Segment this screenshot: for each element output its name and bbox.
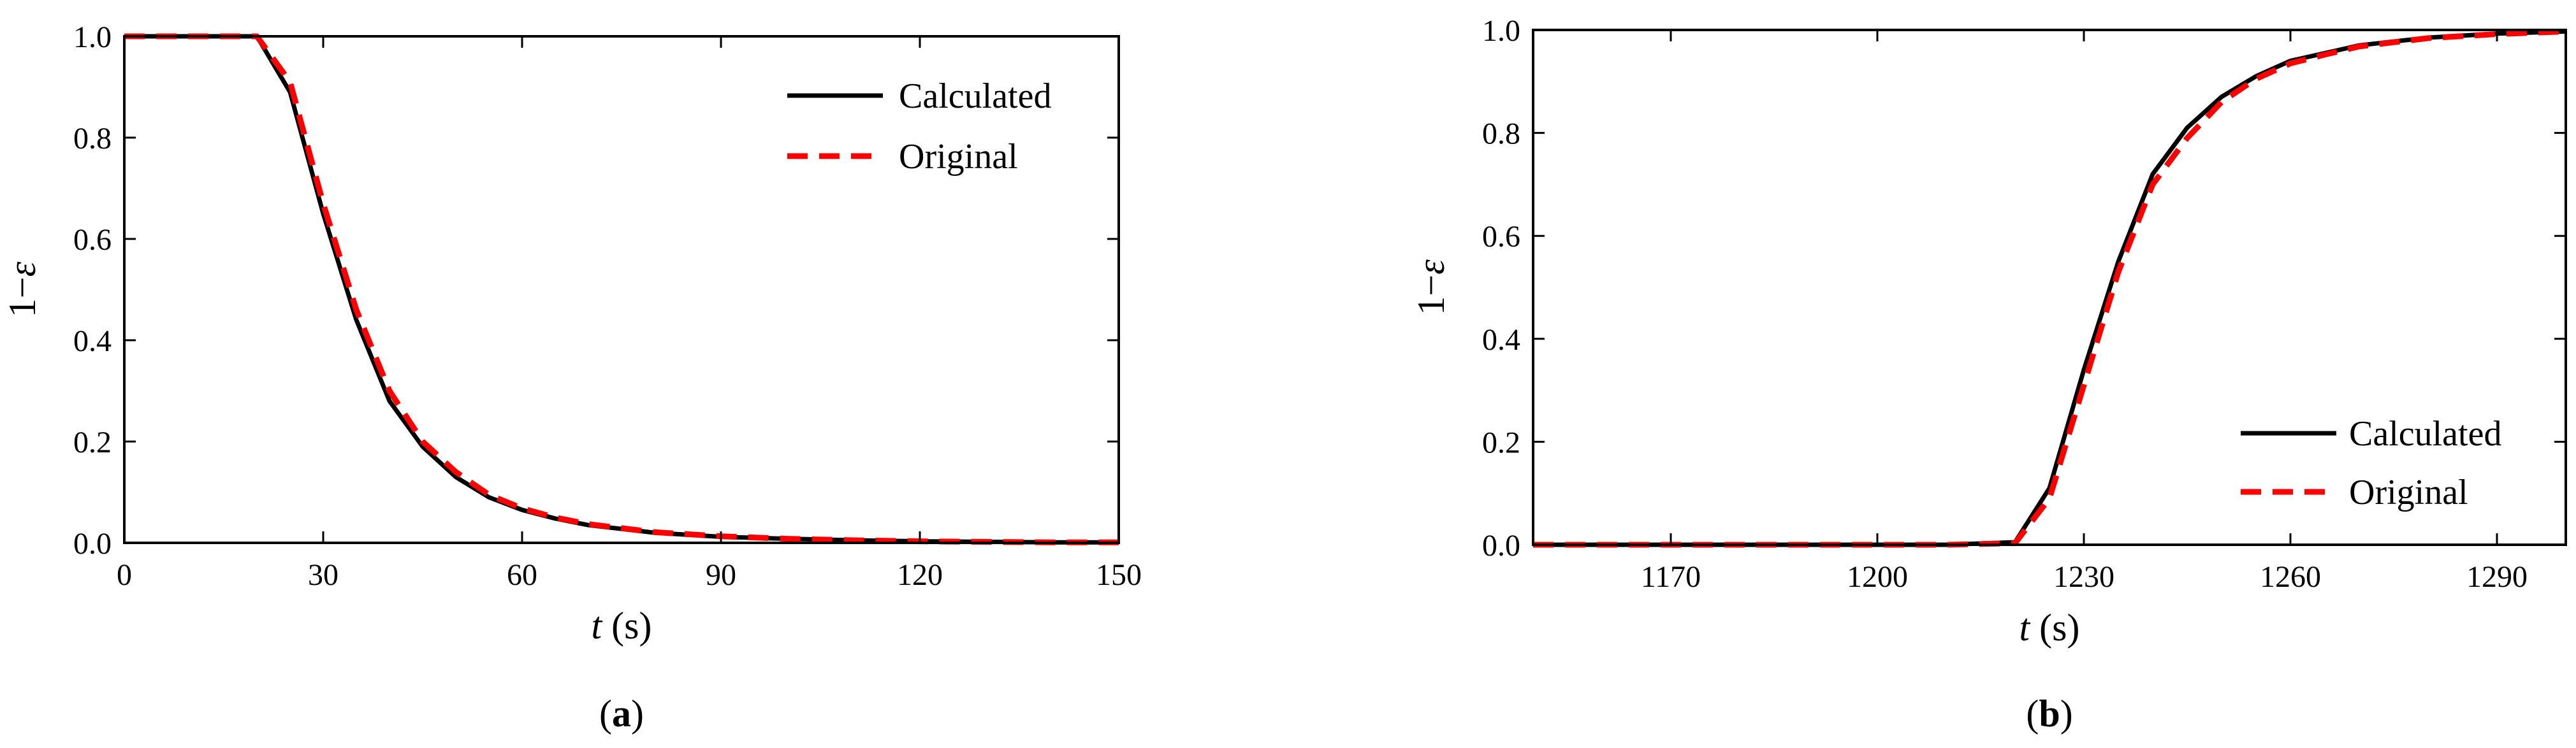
series-line-original xyxy=(124,33,1119,545)
x-axis-label-var: t xyxy=(592,605,603,647)
y-tick-label: 0.8 xyxy=(1482,117,1520,151)
legend: Calculated Original xyxy=(2241,414,2501,512)
x-tick-label: 60 xyxy=(507,558,537,592)
panel-label: (a) xyxy=(599,693,644,735)
x-tick-label: 120 xyxy=(897,558,943,592)
legend-label-original: Original xyxy=(899,137,1018,176)
x-axis-label-var: t xyxy=(2019,607,2031,649)
y-tick-label: 0.2 xyxy=(1482,426,1520,459)
series-line-calculated xyxy=(1533,29,2566,547)
plot-frame xyxy=(1532,29,2567,546)
x-tick-label: 1170 xyxy=(1641,560,1701,594)
y-tick-label: 0.4 xyxy=(73,324,112,358)
y-tick-label: 0.6 xyxy=(73,223,112,257)
chart-panel-b: 1170 1200 1230 1260 1290 0.0 0.2 0.4 0.6 0.8 1.0 t … xyxy=(1410,14,2567,735)
panel-letter: b xyxy=(2039,693,2060,735)
y-axis-label-prefix: 1− xyxy=(1410,275,1452,315)
x-tick-label: 0 xyxy=(117,558,132,592)
series-line-original xyxy=(1533,28,2566,548)
panel-label: (b) xyxy=(2026,693,2072,735)
x-tick-label: 90 xyxy=(706,558,736,592)
y-tick-label: 1.0 xyxy=(73,20,112,54)
y-axis-label: 1−ε xyxy=(1,261,43,317)
chart-panel-a: 0 30 60 90 120 150 0.0 0.2 0.4 0.6 0.8 1.0 t (s) 1−ε C… xyxy=(1,20,1142,735)
y-tick-label: 0.0 xyxy=(1482,529,1520,563)
plot-frame xyxy=(123,35,1120,544)
x-axis-label: t (s) xyxy=(592,605,652,647)
y-axis-label-prefix: 1− xyxy=(1,277,43,317)
y-axis-label-var: ε xyxy=(1410,259,1452,275)
y-axis-label: 1−ε xyxy=(1410,259,1452,315)
y-tick-label: 0.4 xyxy=(1482,323,1520,357)
x-tick-label: 1290 xyxy=(2466,560,2528,594)
x-axis-label: t (s) xyxy=(2019,607,2080,649)
x-axis-label-unit: (s) xyxy=(2030,607,2079,649)
y-tick-label: 1.0 xyxy=(1482,14,1520,48)
legend-label-original: Original xyxy=(2349,473,2468,512)
y-tick-label: 0.0 xyxy=(73,527,112,561)
x-tick-label: 1200 xyxy=(1847,560,1908,594)
legend-label-calculated: Calculated xyxy=(2349,414,2501,454)
legend: Calculated Original xyxy=(787,76,1051,176)
y-axis-label-var: ε xyxy=(1,261,43,277)
y-tick-label: 0.8 xyxy=(73,122,112,155)
y-tick-label: 0.2 xyxy=(73,426,112,459)
legend-label-calculated: Calculated xyxy=(899,76,1051,116)
y-tick-label: 0.6 xyxy=(1482,220,1520,254)
x-axis-label-unit: (s) xyxy=(602,605,651,647)
x-tick-label: 30 xyxy=(308,558,338,592)
x-tick-label: 150 xyxy=(1096,558,1142,592)
x-tick-label: 1230 xyxy=(2053,560,2114,594)
x-tick-label: 1260 xyxy=(2260,560,2321,594)
panel-letter: a xyxy=(612,693,631,735)
